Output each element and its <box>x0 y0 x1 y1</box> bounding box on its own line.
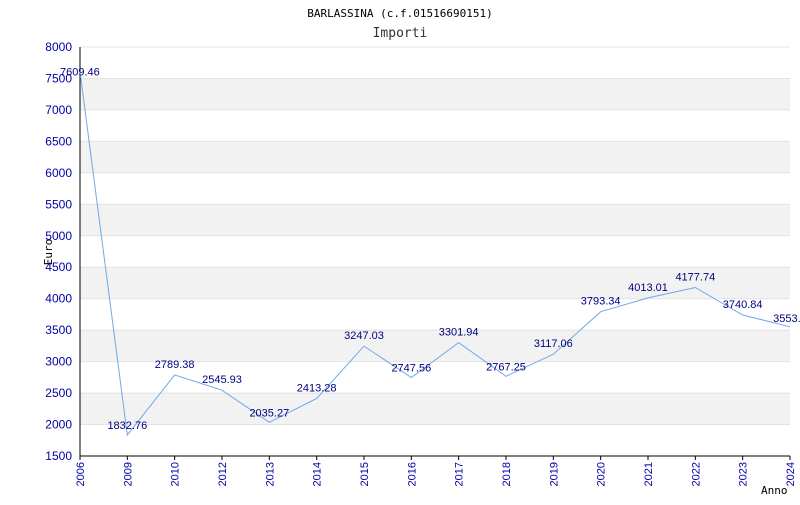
x-tick-label: 2022 <box>690 462 702 486</box>
x-tick-label: 2006 <box>75 462 87 486</box>
y-tick-label: 3000 <box>45 355 72 369</box>
grid-band <box>80 141 790 173</box>
y-tick-label: 5500 <box>45 197 72 211</box>
y-tick-label: 4500 <box>45 260 72 274</box>
data-label: 2767.25 <box>486 361 526 373</box>
x-tick-label: 2021 <box>643 462 655 486</box>
y-tick-label: 3500 <box>45 323 72 337</box>
y-axis-label: Euro <box>42 239 55 266</box>
data-label: 2545.93 <box>202 374 242 386</box>
data-label: 3117.06 <box>534 338 573 350</box>
x-tick-label: 2018 <box>501 462 513 486</box>
data-label: 3247.03 <box>344 330 384 342</box>
x-tick-label: 2009 <box>122 462 134 486</box>
y-tick-label: 1500 <box>45 449 72 463</box>
x-tick-label: 2020 <box>596 462 608 486</box>
chart-title: BARLASSINA (c.f.01516690151) <box>307 7 492 20</box>
x-tick-label: 2014 <box>312 462 324 486</box>
data-label: 4013.01 <box>628 282 668 294</box>
grid-band <box>80 267 790 299</box>
y-tick-label: 6000 <box>45 166 72 180</box>
x-tick-label: 2015 <box>359 462 371 486</box>
chart-subtitle: Importi <box>373 26 428 41</box>
data-label: 3740.84 <box>723 299 763 311</box>
y-tick-labels: 1500 2000 2500 3000 3500 4000 4500 5000 5500 6000… <box>45 40 72 463</box>
data-label: 1832.76 <box>107 420 147 432</box>
x-tick-label: 2019 <box>548 462 560 486</box>
grid-band <box>80 78 790 110</box>
y-tick-label: 7500 <box>45 71 72 85</box>
data-labels: 7609.46 1832.76 2789.38 2545.93 2035.27 2413.… <box>60 67 800 432</box>
data-label: 4177.74 <box>675 272 715 284</box>
series-line <box>79 71 791 437</box>
y-tick-label: 4000 <box>45 292 72 306</box>
y-tick-label: 7000 <box>45 103 72 117</box>
x-tick-labels: 2006 2009 2010 2012 2013 2014 2015 2016 2017 2018… <box>75 456 797 486</box>
y-tick-label: 5000 <box>45 229 72 243</box>
y-tick-label: 6500 <box>45 134 72 148</box>
x-tick-label: 2016 <box>406 462 418 486</box>
y-tick-label: 2500 <box>45 386 72 400</box>
x-tick-label: 2012 <box>217 462 229 486</box>
data-label: 2035.27 <box>249 407 289 419</box>
x-axis-label: Anno <box>761 484 788 497</box>
data-label: 2747.56 <box>391 362 431 374</box>
data-label: 7609.46 <box>60 67 100 79</box>
y-tick-label: 8000 <box>45 40 72 54</box>
x-tick-label: 2023 <box>738 462 750 486</box>
grid-band <box>80 204 790 236</box>
data-label: 3553.8 <box>773 313 800 325</box>
grid-bands <box>80 78 790 425</box>
data-label: 3301.94 <box>439 327 479 339</box>
gridlines <box>80 46 790 457</box>
grid-band <box>80 330 790 362</box>
x-tick-label: 2010 <box>170 462 182 486</box>
data-label: 2413.28 <box>297 383 337 395</box>
x-tick-label: 2017 <box>454 462 466 486</box>
x-tick-label: 2024 <box>785 462 797 486</box>
y-tick-label: 2000 <box>45 418 72 432</box>
x-tick-label: 2013 <box>264 462 276 486</box>
grid-band <box>80 393 790 425</box>
data-label: 3793.34 <box>581 296 621 308</box>
data-label: 2789.38 <box>155 359 195 371</box>
